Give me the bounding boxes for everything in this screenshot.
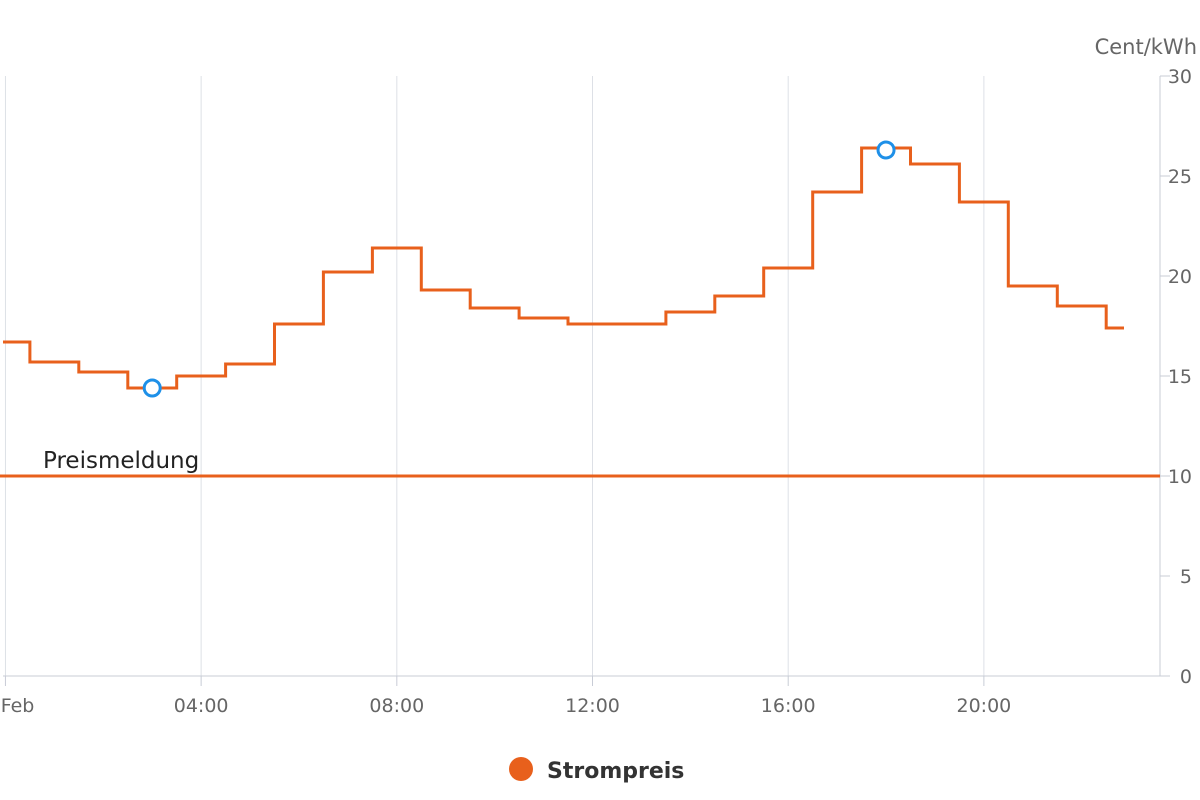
x-tick-label-4: 16:00	[761, 695, 816, 717]
series-layer	[3, 146, 1124, 390]
data-marker-1[interactable]	[876, 140, 896, 160]
data-marker-0[interactable]	[142, 378, 162, 398]
y-axis-ticks: 0 5 10 15 20 25 30	[1160, 66, 1192, 688]
legend-swatch-strompreis[interactable]	[509, 757, 533, 781]
y-tick-label-4: 20	[1168, 266, 1192, 288]
reference-line-label: Preismeldung	[43, 448, 199, 474]
y-tick-label-5: 25	[1168, 166, 1192, 188]
y-tick-label-3: 15	[1168, 366, 1192, 388]
x-tick-label-0: 3. Feb	[0, 695, 34, 717]
markers	[142, 140, 896, 398]
legend[interactable]: Strompreis	[509, 757, 684, 784]
y-tick-label-0: 0	[1180, 666, 1192, 688]
x-tick-label-2: 08:00	[369, 695, 424, 717]
legend-label-strompreis[interactable]: Strompreis	[547, 759, 684, 784]
x-axis-ticks: 3. Feb 04:00 08:00 12:00 16:00 20:00	[0, 676, 1011, 717]
x-tick-label-3: 12:00	[565, 695, 620, 717]
y-axis-unit: Cent/kWh	[1095, 35, 1197, 59]
x-tick-label-5: 20:00	[956, 695, 1011, 717]
y-tick-label-1: 5	[1180, 566, 1192, 588]
x-tick-label-1: 04:00	[174, 695, 229, 717]
series-line-0	[3, 146, 1124, 390]
y-tick-label-6: 30	[1168, 66, 1192, 88]
y-tick-label-2: 10	[1168, 466, 1192, 488]
